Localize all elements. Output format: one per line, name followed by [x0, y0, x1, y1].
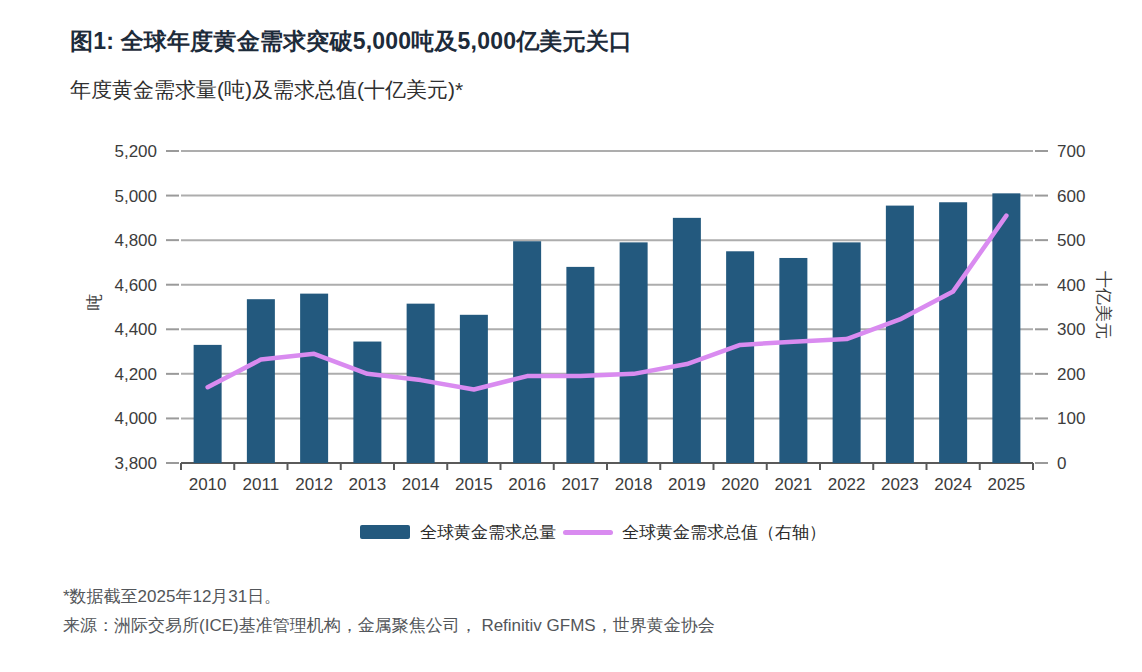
svg-text:2024: 2024	[934, 475, 972, 494]
svg-text:4,800: 4,800	[114, 231, 157, 250]
svg-text:2019: 2019	[668, 475, 706, 494]
svg-text:5,000: 5,000	[114, 187, 157, 206]
left-axis-labels: 3,800 4,000 4,200 4,400 4,600 4,800 5,000 5,200	[114, 142, 157, 473]
bar-2017	[566, 267, 594, 463]
svg-text:700: 700	[1057, 142, 1085, 161]
svg-text:5,200: 5,200	[114, 142, 157, 161]
svg-text:3,800: 3,800	[114, 454, 157, 473]
footnote: *数据截至2025年12月31日。	[63, 585, 281, 608]
chart-legend: 全球黄金需求总量 全球黄金需求总值（右轴）	[165, 519, 1021, 545]
svg-text:100: 100	[1057, 409, 1085, 428]
svg-text:2014: 2014	[402, 475, 440, 494]
svg-text:500: 500	[1057, 231, 1085, 250]
svg-text:2023: 2023	[881, 475, 919, 494]
chart-page: 图1: 全球年度黄金需求突破5,000吨及5,000亿美元关口 年度黄金需求量(…	[0, 0, 1142, 672]
source-line: 来源：洲际交易所(ICE)基准管理机构，金属聚焦公司， Refinitiv GF…	[63, 614, 715, 637]
svg-text:4,200: 4,200	[114, 365, 157, 384]
svg-text:2016: 2016	[508, 475, 546, 494]
bar-series-swatch	[360, 525, 410, 539]
svg-text:2022: 2022	[828, 475, 866, 494]
svg-text:4,000: 4,000	[114, 409, 157, 428]
svg-text:600: 600	[1057, 187, 1085, 206]
legend-line-label: 全球黄金需求总值（右轴）	[622, 521, 826, 544]
legend-item-line-series: 全球黄金需求总值（右轴）	[563, 521, 826, 544]
bar-2022	[833, 242, 861, 463]
bar-2012	[300, 294, 328, 463]
svg-text:2017: 2017	[561, 475, 599, 494]
left-axis-title: 吨	[85, 294, 104, 311]
bar-2010	[194, 345, 222, 463]
svg-text:4,600: 4,600	[114, 276, 157, 295]
svg-text:0: 0	[1057, 454, 1066, 473]
x-axis-labels: 2010 2011 2012 2013 2014 2015 2016 2017 2018 2019…	[189, 475, 1026, 494]
bar-2024	[939, 202, 967, 463]
bar-2019	[673, 218, 701, 463]
bar-2025	[992, 193, 1020, 463]
svg-text:2011: 2011	[243, 475, 280, 494]
svg-text:300: 300	[1057, 320, 1085, 339]
svg-text:4,400: 4,400	[114, 320, 157, 339]
svg-text:2025: 2025	[987, 475, 1025, 494]
bar-2016	[513, 241, 541, 463]
bar-2013	[353, 342, 381, 463]
svg-text:200: 200	[1057, 365, 1085, 384]
bar-2011	[247, 299, 275, 463]
svg-text:2015: 2015	[455, 475, 493, 494]
right-axis-labels: 0 100 200 300 400 500 600 700	[1057, 142, 1085, 473]
svg-text:2013: 2013	[348, 475, 386, 494]
demand-bars	[194, 193, 1021, 463]
svg-text:2020: 2020	[721, 475, 759, 494]
svg-text:400: 400	[1057, 276, 1085, 295]
gold-demand-combo-chart: 3,800 4,000 4,200 4,400 4,600 4,800 5,000 5,200…	[0, 118, 1142, 518]
svg-text:2010: 2010	[189, 475, 227, 494]
legend-bar-label: 全球黄金需求总量	[420, 521, 556, 544]
chart-subtitle: 年度黄金需求量(吨)及需求总值(十亿美元)*	[70, 76, 463, 104]
line-series-swatch	[563, 530, 613, 535]
svg-text:2021: 2021	[774, 475, 812, 494]
bar-2023	[886, 206, 914, 463]
bar-2020	[726, 251, 754, 463]
bar-2018	[620, 242, 648, 463]
svg-text:2012: 2012	[295, 475, 333, 494]
chart-title: 图1: 全球年度黄金需求突破5,000吨及5,000亿美元关口	[70, 26, 632, 57]
bar-2021	[779, 258, 807, 463]
svg-text:2018: 2018	[615, 475, 653, 494]
right-axis-title: 十亿美元	[1094, 271, 1113, 339]
legend-item-bar-series: 全球黄金需求总量	[360, 521, 556, 544]
